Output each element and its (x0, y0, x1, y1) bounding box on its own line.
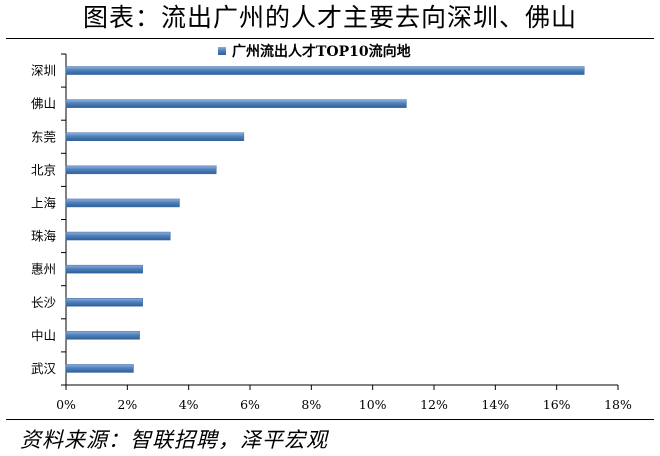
legend-swatch (218, 47, 226, 55)
source-note: 资料来源：智联招聘，泽平宏观 (20, 428, 328, 452)
x-tick-label: 16% (543, 397, 571, 412)
bar-7 (65, 264, 143, 274)
bar-5 (65, 198, 180, 208)
y-category-label: 佛山 (31, 96, 56, 111)
y-category-label: 深圳 (31, 63, 56, 78)
x-tick-label: 14% (481, 397, 509, 412)
y-category-label: 长沙 (31, 295, 57, 310)
bar-8 (65, 298, 143, 307)
x-tick-label: 18% (604, 397, 632, 412)
y-category-label: 北京 (31, 162, 56, 177)
chart-legend: 广州流出人才TOP10流向地 (218, 43, 411, 60)
bar-4 (65, 165, 217, 175)
x-tick-label: 8% (301, 397, 321, 412)
bar-10 (65, 364, 134, 373)
x-tick-label: 0% (56, 397, 76, 412)
x-axis-labels: 0% 2% 4% 6% 8% 10% 12% 14% 16% 18% (56, 397, 632, 412)
x-tick-label: 10% (359, 397, 387, 412)
chart-frame (6, 38, 654, 420)
y-category-label: 东莞 (31, 129, 56, 144)
legend-label: 广州流出人才TOP10流向地 (232, 43, 411, 60)
bar-2 (65, 99, 407, 108)
chart-bars (65, 66, 585, 373)
y-category-label: 上海 (31, 195, 57, 210)
x-tick-label: 12% (420, 397, 448, 412)
bar-9 (65, 331, 140, 340)
x-tick-label: 6% (240, 397, 260, 412)
x-tick-label: 4% (179, 397, 199, 412)
page-title: 图表：流出广州的人才主要去向深圳、佛山 (82, 3, 577, 32)
y-category-label: 武汉 (31, 361, 57, 376)
bar-6 (65, 231, 171, 241)
y-category-label: 珠海 (31, 229, 57, 244)
x-tick-label: 2% (117, 397, 137, 412)
y-category-label: 惠州 (31, 262, 56, 277)
bar-3 (65, 132, 245, 141)
chart-axes (61, 53, 619, 390)
y-category-label: 中山 (31, 328, 56, 343)
bar-1 (65, 66, 585, 75)
